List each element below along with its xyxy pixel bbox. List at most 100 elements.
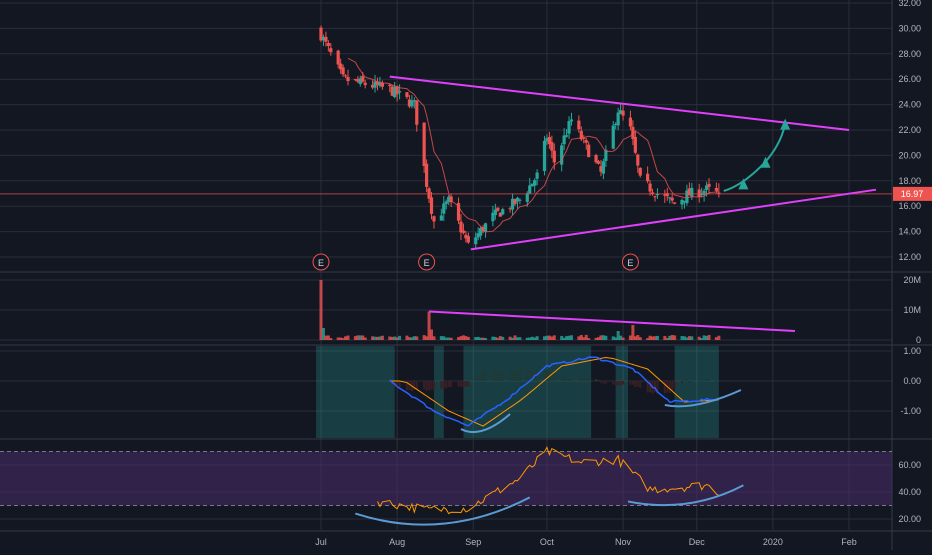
volume-bars: [319, 280, 796, 340]
candle-body: [577, 120, 581, 130]
candle-body: [466, 236, 470, 243]
candle-body: [707, 183, 711, 187]
candle-body: [533, 180, 537, 186]
price-axis-tick: 28.00: [898, 49, 921, 59]
volume-bar: [594, 337, 598, 340]
volume-bar: [665, 338, 669, 340]
volume-bar: [481, 337, 485, 340]
projection-arrow: [760, 156, 771, 168]
volume-bar: [633, 336, 637, 340]
candle-body: [422, 122, 426, 167]
candle-body: [370, 84, 375, 88]
volume-bar: [569, 335, 573, 340]
volume-bar: [407, 337, 411, 340]
macd-histogram-bar: [619, 381, 622, 386]
volume-bar: [380, 335, 384, 340]
macd-histogram-bar: [688, 381, 691, 382]
volume-bar: [496, 337, 500, 340]
volume-bar: [466, 336, 470, 340]
volume-bar: [579, 335, 583, 340]
macd-histogram-bar: [526, 370, 529, 381]
volume-bar: [464, 336, 468, 340]
macd-histogram-bar: [599, 381, 602, 383]
macd-histogram-bar: [604, 381, 607, 384]
volume-bar: [388, 336, 392, 340]
macd-line: [389, 356, 720, 427]
macd-arc: [664, 389, 742, 408]
macd-histogram-bar: [531, 370, 534, 381]
macd-histogram-bar: [597, 380, 600, 381]
candle-body: [542, 140, 547, 172]
price-axis-tick: 26.00: [898, 74, 921, 84]
macd-histogram-bar: [690, 380, 693, 382]
macd-histogram-bar: [563, 377, 566, 381]
candle-body: [515, 197, 520, 202]
rsi-band: [0, 451, 892, 506]
volume-bar: [358, 335, 362, 340]
macd-histogram-bar: [703, 380, 706, 382]
price-axis-tick: 14.00: [898, 227, 921, 237]
macd-histogram-bar: [514, 371, 517, 381]
candle-body: [569, 119, 574, 122]
candle-body: [476, 233, 480, 238]
candle-body: [704, 185, 709, 190]
candle-body: [611, 125, 615, 149]
macd-histogram-bar: [685, 379, 688, 381]
volume-bar: [459, 336, 463, 340]
time-axis-label: Aug: [389, 537, 405, 547]
earnings-marker-label: E: [318, 258, 324, 268]
rsi-axis-tick: 40.00: [898, 487, 921, 497]
volume-bar: [562, 337, 566, 340]
volume-bar: [324, 335, 328, 340]
macd-histogram-bar: [442, 381, 445, 389]
volume-bar: [375, 336, 379, 340]
macd-shade-region: [615, 346, 628, 438]
volume-bar: [619, 335, 623, 340]
volume-axis-tick: 20M: [903, 275, 921, 285]
macd-histogram-bar: [577, 377, 580, 381]
volume-bar: [628, 335, 632, 340]
macd-histogram-bar: [457, 381, 460, 387]
volume-bar: [511, 337, 515, 340]
candle-body: [513, 199, 517, 205]
volume-bar: [528, 337, 532, 340]
candle-body: [680, 199, 684, 205]
volume-bar: [515, 337, 519, 340]
time-axis-label: Oct: [540, 537, 555, 547]
volume-bar: [714, 337, 718, 340]
candle-body: [378, 82, 382, 86]
volume-bar: [636, 335, 640, 340]
volume-bar: [653, 336, 657, 340]
macd-histogram-bar: [717, 380, 720, 381]
macd-histogram-bar: [511, 370, 514, 381]
candle-body: [621, 110, 625, 116]
volume-bar: [476, 336, 480, 340]
macd-histogram-bar: [467, 381, 470, 387]
macd-histogram-bar: [629, 381, 632, 385]
macd-histogram-bar: [516, 371, 519, 381]
macd-histogram-bar: [602, 381, 605, 384]
candle-body: [564, 135, 569, 137]
candle-body: [560, 145, 564, 165]
volume-bar: [611, 336, 615, 340]
macd-histogram-bar: [560, 377, 563, 381]
macd-histogram-bar: [550, 372, 553, 381]
macd-histogram-bar: [653, 381, 656, 393]
candle-body: [496, 207, 500, 211]
candle-body: [405, 92, 409, 98]
volume-bar: [668, 335, 672, 340]
price-candles: [319, 25, 721, 249]
candle-body: [638, 167, 642, 176]
macd-histogram-bar: [614, 381, 617, 386]
candle-body: [326, 43, 330, 46]
candle-body: [447, 196, 451, 202]
macd-histogram-bar: [408, 381, 411, 391]
candle-body: [550, 142, 554, 151]
macd-histogram-bar: [450, 381, 453, 387]
volume-bar: [449, 337, 453, 340]
candle-body: [510, 198, 515, 210]
candle-body: [343, 75, 348, 77]
volume-bar: [663, 335, 667, 340]
